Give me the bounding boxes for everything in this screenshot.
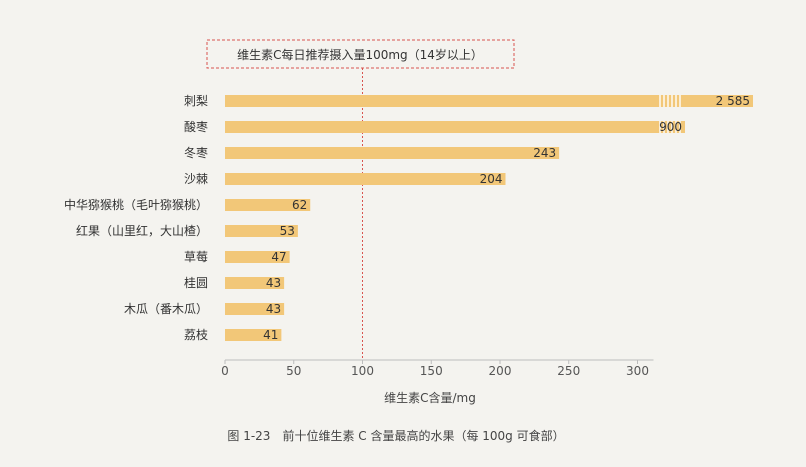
x-axis-title: 维生素C含量/mg xyxy=(384,390,476,405)
bar xyxy=(225,199,311,211)
category-label: 沙棘 xyxy=(184,172,208,186)
x-tick-label: 100 xyxy=(351,364,374,378)
value-label: 900 xyxy=(659,120,682,134)
bar xyxy=(225,277,285,289)
value-label: 243 xyxy=(533,146,556,160)
x-tick-label: 250 xyxy=(557,364,580,378)
x-tick-label: 300 xyxy=(626,364,649,378)
figure-caption: 图 1-23 前十位维生素 C 含量最高的水果（每 100g 可食部） xyxy=(227,428,564,443)
bar xyxy=(225,225,298,237)
bar xyxy=(225,147,560,159)
bar xyxy=(225,329,282,341)
bar xyxy=(225,303,285,315)
category-label: 桂圆 xyxy=(184,275,208,290)
category-label: 红果（山里红，大山楂） xyxy=(76,223,208,238)
category-label: 木瓜（番木瓜） xyxy=(124,302,208,316)
bar xyxy=(225,95,753,107)
value-label: 62 xyxy=(292,198,307,212)
category-label: 刺梨 xyxy=(184,94,208,108)
value-label: 53 xyxy=(280,224,295,238)
category-label: 荔枝 xyxy=(184,327,208,342)
category-label: 草莓 xyxy=(184,250,208,264)
value-label: 204 xyxy=(480,172,503,186)
x-tick-label: 0 xyxy=(221,364,229,378)
x-axis: 0 50 100 150 200 250 300 xyxy=(221,359,654,378)
value-label: 47 xyxy=(271,250,286,264)
reference-callout: 维生素C每日推荐摄入量100mg（14岁以上） xyxy=(206,39,515,69)
value-label: 43 xyxy=(266,302,281,316)
bar xyxy=(225,173,506,185)
x-tick-label: 200 xyxy=(489,364,512,378)
bar xyxy=(225,251,290,263)
category-label: 冬枣 xyxy=(184,145,208,160)
bars-layer: 刺梨 2 585 酸枣 900 冬枣 243 沙棘 204 中华猕猴桃（毛叶猕猴桃） 62 红果（山… xyxy=(64,94,753,342)
reference-callout-box xyxy=(206,39,515,69)
value-label: 41 xyxy=(263,328,278,342)
category-label: 酸枣 xyxy=(184,119,208,134)
x-tick-label: 150 xyxy=(420,364,443,378)
category-label: 中华猕猴桃（毛叶猕猴桃） xyxy=(64,197,208,212)
value-label: 2 585 xyxy=(716,94,750,108)
x-tick-label: 50 xyxy=(286,364,301,378)
value-label: 43 xyxy=(266,276,281,290)
bar xyxy=(225,121,685,133)
reference-line-label: 维生素C每日推荐摄入量100mg（14岁以上） xyxy=(237,47,483,62)
